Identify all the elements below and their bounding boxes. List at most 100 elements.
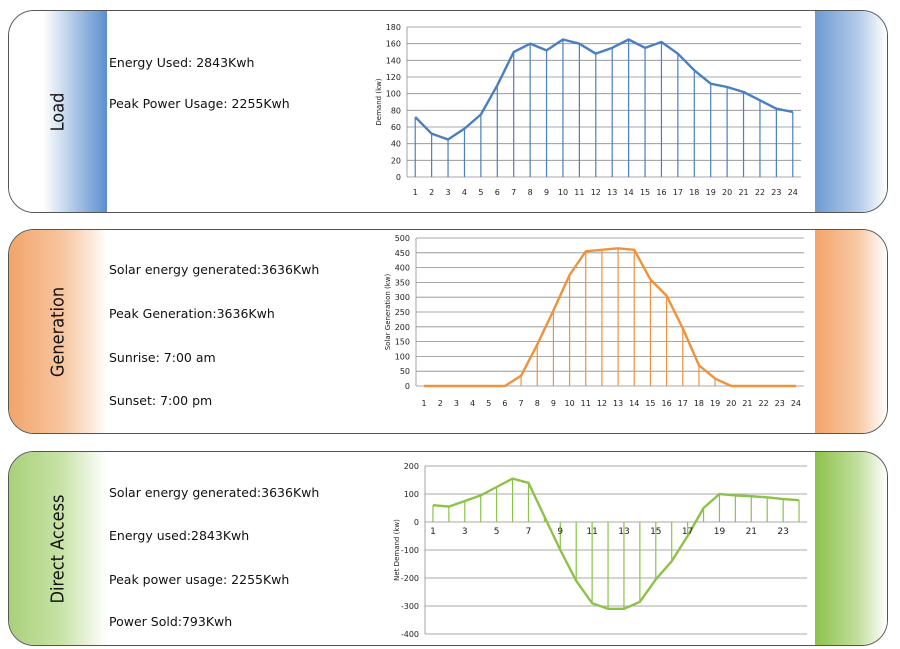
y-tick-label: -100 — [401, 546, 419, 555]
y-tick-label: -200 — [401, 574, 419, 583]
y-tick-label: 200 — [395, 323, 410, 332]
generation-sunset: Sunset: 7:00 pm — [109, 393, 213, 408]
x-tick-label: 17 — [673, 188, 683, 197]
x-tick-label: 23 — [775, 399, 785, 408]
x-tick-label: 5 — [494, 527, 500, 537]
direct-side-band: Direct Access — [9, 452, 107, 645]
x-tick-label: 21 — [746, 527, 757, 537]
x-tick-label: 1 — [422, 399, 427, 408]
x-tick-label: 12 — [597, 399, 607, 408]
y-tick-label: 160 — [386, 40, 401, 49]
x-tick-label: 24 — [788, 188, 798, 197]
x-tick-label: 8 — [535, 399, 540, 408]
y-tick-label: 0 — [396, 173, 401, 182]
x-tick-label: 19 — [706, 188, 716, 197]
y-tick-label: 300 — [395, 293, 410, 302]
generation-sunrise: Sunrise: 7:00 am — [109, 350, 216, 365]
load-peak-power: Peak Power Usage: 2255Kwh — [109, 96, 290, 111]
x-tick-label: 5 — [478, 188, 483, 197]
x-tick-label: 6 — [502, 399, 507, 408]
x-tick-label: 19 — [710, 399, 720, 408]
x-tick-label: 4 — [470, 399, 475, 408]
x-tick-label: 3 — [445, 188, 450, 197]
y-tick-label: 100 — [386, 90, 401, 99]
x-tick-label: 7 — [526, 527, 532, 537]
y-axis-label: Demand (kw) — [375, 78, 383, 125]
generation-panel: Generation Solar energy generated:3636Kw… — [8, 229, 888, 434]
x-tick-label: 9 — [557, 527, 563, 537]
x-tick-label: 2 — [438, 399, 443, 408]
x-tick-label: 21 — [738, 188, 748, 197]
y-tick-label: 20 — [391, 156, 401, 165]
y-tick-label: 50 — [400, 367, 410, 376]
x-tick-label: 24 — [791, 399, 801, 408]
load-right-decoration — [815, 11, 887, 212]
x-tick-label: 14 — [629, 399, 639, 408]
x-tick-label: 23 — [771, 188, 781, 197]
x-tick-label: 18 — [694, 399, 704, 408]
direct-access-label: Direct Access — [47, 494, 69, 603]
y-tick-label: -400 — [401, 630, 419, 639]
series-line — [414, 38, 794, 141]
direct-right-decoration — [815, 452, 887, 645]
x-tick-label: 3 — [454, 399, 459, 408]
x-tick-label: 13 — [613, 399, 623, 408]
direct-access-panel: Direct Access Solar energy generated:363… — [8, 451, 888, 646]
y-tick-label: 250 — [395, 308, 410, 317]
x-tick-label: 9 — [551, 399, 556, 408]
y-tick-label: 120 — [386, 73, 401, 82]
load-energy-used: Energy Used: 2843Kwh — [109, 55, 255, 70]
generation-peak: Peak Generation:3636Kwh — [109, 306, 275, 321]
x-tick-label: 1 — [430, 527, 436, 537]
x-tick-label: 5 — [486, 399, 491, 408]
x-tick-label: 17 — [678, 399, 688, 408]
y-tick-label: 40 — [391, 140, 401, 149]
x-tick-label: 11 — [581, 399, 591, 408]
y-tick-label: 500 — [395, 234, 410, 243]
y-tick-label: 180 — [386, 23, 401, 32]
x-tick-label: 22 — [755, 188, 765, 197]
x-tick-label: 19 — [714, 527, 726, 537]
series-line — [432, 477, 800, 611]
x-tick-label: 10 — [558, 188, 568, 197]
generation-label: Generation — [47, 286, 69, 377]
y-axis-label: Solar Generation (kw) — [384, 273, 392, 350]
y-tick-label: 100 — [404, 490, 419, 499]
y-tick-label: 450 — [395, 249, 410, 258]
y-tick-label: 0 — [414, 518, 419, 527]
y-tick-label: 350 — [395, 278, 410, 287]
y-tick-label: 140 — [386, 56, 401, 65]
x-tick-label: 6 — [495, 188, 500, 197]
y-tick-label: 60 — [391, 123, 401, 132]
direct-power-sold: Power Sold:793Kwh — [109, 614, 233, 629]
x-tick-label: 23 — [777, 527, 788, 537]
load-panel: Load Energy Used: 2843Kwh Peak Power Usa… — [8, 10, 888, 213]
x-tick-label: 7 — [511, 188, 516, 197]
x-tick-label: 14 — [624, 188, 634, 197]
direct-peak-power: Peak power usage: 2255Kwh — [109, 572, 290, 587]
x-tick-label: 10 — [564, 399, 574, 408]
x-tick-label: 16 — [661, 399, 671, 408]
x-tick-label: 18 — [689, 188, 699, 197]
generation-solar-energy: Solar energy generated:3636Kwh — [109, 262, 320, 277]
x-tick-label: 11 — [586, 527, 597, 537]
x-tick-label: 12 — [591, 188, 601, 197]
x-tick-label: 21 — [742, 399, 752, 408]
x-tick-label: 13 — [618, 527, 629, 537]
x-tick-label: 20 — [726, 399, 736, 408]
x-tick-label: 7 — [519, 399, 524, 408]
direct-solar-energy: Solar energy generated:3636Kwh — [109, 485, 320, 500]
series-line — [424, 247, 796, 388]
x-tick-label: 17 — [682, 527, 693, 537]
y-tick-label: 150 — [395, 338, 410, 347]
x-tick-label: 20 — [722, 188, 732, 197]
load-side-band: Load — [9, 11, 107, 212]
x-tick-label: 2 — [429, 188, 434, 197]
x-tick-label: 3 — [462, 527, 468, 537]
x-tick-label: 22 — [758, 399, 768, 408]
x-tick-label: 15 — [640, 188, 650, 197]
load-label: Load — [47, 92, 69, 131]
y-tick-label: 200 — [404, 462, 419, 471]
x-tick-label: 1 — [413, 188, 418, 197]
